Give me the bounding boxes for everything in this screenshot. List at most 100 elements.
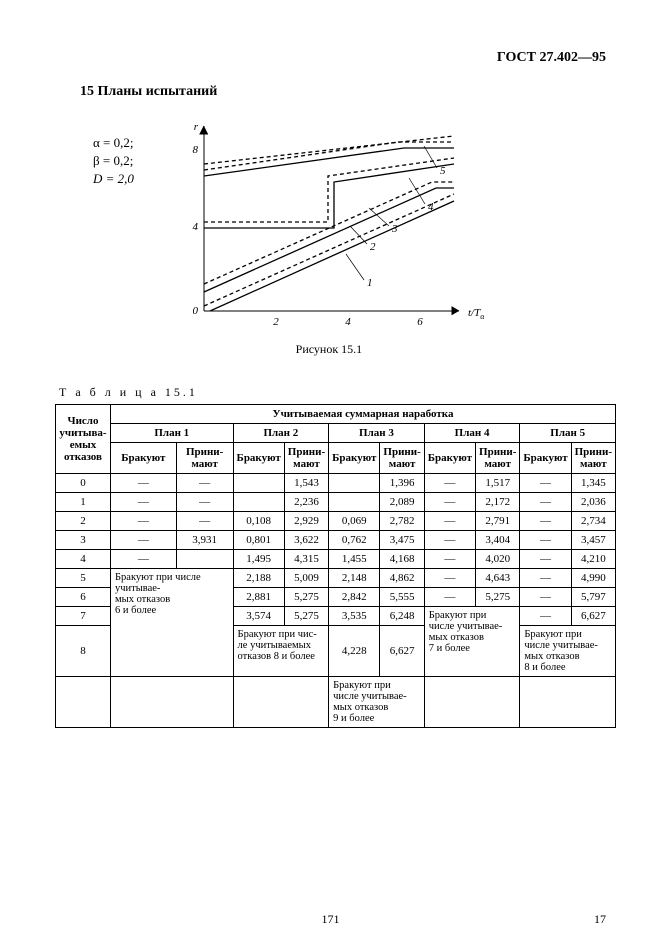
cell: 3,535 xyxy=(329,607,380,626)
cell: — xyxy=(424,474,475,493)
th-p: Прини-мают xyxy=(476,443,520,474)
cell: 1,495 xyxy=(233,550,284,569)
svg-text:2: 2 xyxy=(370,241,376,253)
param-alpha: α = 0,2; xyxy=(93,134,134,152)
th-p: Прини-мают xyxy=(380,443,424,474)
cell: — xyxy=(111,512,177,531)
svg-text:3: 3 xyxy=(391,223,398,235)
note-cell xyxy=(520,677,616,728)
cell: 5,797 xyxy=(571,588,615,607)
cell: 3,475 xyxy=(380,531,424,550)
cell: — xyxy=(520,474,571,493)
cell: 1,543 xyxy=(284,474,328,493)
note-cell xyxy=(111,677,234,728)
cell: — xyxy=(111,531,177,550)
note-cell: Бракуют причисле учитывае-мых отказов7 и… xyxy=(424,607,520,677)
cell: 4,862 xyxy=(380,569,424,588)
cell: — xyxy=(176,493,233,512)
cell: — xyxy=(424,588,475,607)
th-b: Бракуют xyxy=(329,443,380,474)
cell: 4,168 xyxy=(380,550,424,569)
cell: 1,396 xyxy=(380,474,424,493)
svg-text:4: 4 xyxy=(345,316,351,328)
cell: — xyxy=(520,588,571,607)
svg-text:1: 1 xyxy=(367,277,373,289)
th-top: Учитываемая суммарная наработка xyxy=(111,405,616,424)
svg-text:8: 8 xyxy=(192,144,198,156)
chart-caption: Рисунок 15.1 xyxy=(174,342,484,357)
th-b: Бракуют xyxy=(233,443,284,474)
th-p: Прини-мают xyxy=(571,443,615,474)
cell: 2,236 xyxy=(284,493,328,512)
cell: 4,210 xyxy=(571,550,615,569)
svg-text:4: 4 xyxy=(192,221,198,233)
th-rowcount: Число учитыва-емых отказов xyxy=(56,405,111,474)
cell: 2,881 xyxy=(233,588,284,607)
table-caption: Т а б л и ц а 15.1 xyxy=(59,385,616,400)
svg-text:2: 2 xyxy=(273,316,279,328)
cell: — xyxy=(176,474,233,493)
cell: 0,762 xyxy=(329,531,380,550)
cell: 4,020 xyxy=(476,550,520,569)
cell: — xyxy=(424,569,475,588)
cell: 3,622 xyxy=(284,531,328,550)
data-table: Число учитыва-емых отказов Учитываемая с… xyxy=(55,404,616,728)
row-index: 0 xyxy=(56,474,111,493)
note-cell: Бракуют причисле учитывае-мых отказов8 и… xyxy=(520,626,616,677)
cell: 2,929 xyxy=(284,512,328,531)
cell: — xyxy=(520,550,571,569)
cell: — xyxy=(111,550,177,569)
cell: 2,734 xyxy=(571,512,615,531)
th-plan2: План 2 xyxy=(233,424,329,443)
cell: 1,517 xyxy=(476,474,520,493)
row-index: 2 xyxy=(56,512,111,531)
cell: 3,457 xyxy=(571,531,615,550)
cell: — xyxy=(424,512,475,531)
cell: — xyxy=(111,474,177,493)
cell: — xyxy=(520,531,571,550)
cell xyxy=(329,474,380,493)
cell: 0,108 xyxy=(233,512,284,531)
doc-id: ГОСТ 27.402—95 xyxy=(55,50,606,66)
svg-text:6: 6 xyxy=(417,316,423,328)
cell: 2,188 xyxy=(233,569,284,588)
svg-text:0: 0 xyxy=(192,305,198,317)
note-cell: Бракуют при числе учитывае-мых отказов6 … xyxy=(111,569,234,677)
th-plan4: План 4 xyxy=(424,424,520,443)
row-index xyxy=(56,677,111,728)
cell: 3,404 xyxy=(476,531,520,550)
th-p: Прини-мают xyxy=(284,443,328,474)
row-index: 5 xyxy=(56,569,111,588)
svg-text:r: r xyxy=(194,121,199,133)
cell: 6,248 xyxy=(380,607,424,626)
param-beta: β = 0,2; xyxy=(93,152,134,170)
cell: 1,345 xyxy=(571,474,615,493)
th-b: Бракуют xyxy=(520,443,571,474)
row-index: 4 xyxy=(56,550,111,569)
th-plan1: План 1 xyxy=(111,424,234,443)
cell: 2,036 xyxy=(571,493,615,512)
cell: 2,791 xyxy=(476,512,520,531)
row-index: 3 xyxy=(56,531,111,550)
cell: 3,574 xyxy=(233,607,284,626)
cell: 6,627 xyxy=(571,607,615,626)
cell: 6,627 xyxy=(380,626,424,677)
th-b: Бракуют xyxy=(111,443,177,474)
page-num-right: 17 xyxy=(594,912,606,927)
th-b: Бракуют xyxy=(424,443,475,474)
note-cell: Бракуют причисле учитывае-мых отказов9 и… xyxy=(329,677,425,728)
cell: 5,275 xyxy=(284,607,328,626)
chart-figure: 0 4 8 r 2 4 6 t/Tα xyxy=(174,116,484,336)
cell xyxy=(329,493,380,512)
cell: — xyxy=(520,607,571,626)
cell: — xyxy=(176,512,233,531)
cell: 5,009 xyxy=(284,569,328,588)
svg-text:4: 4 xyxy=(428,201,434,213)
cell: — xyxy=(520,512,571,531)
cell: — xyxy=(520,569,571,588)
cell: 2,148 xyxy=(329,569,380,588)
cell: 2,172 xyxy=(476,493,520,512)
note-cell xyxy=(424,677,520,728)
th-plan3: План 3 xyxy=(329,424,425,443)
cell: 3,931 xyxy=(176,531,233,550)
